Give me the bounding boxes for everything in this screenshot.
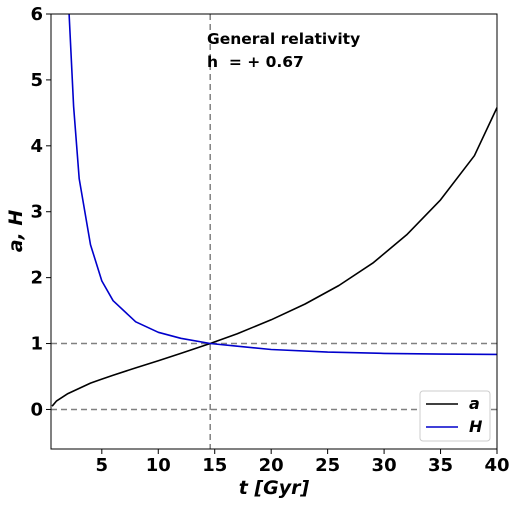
y-axis: 0 1 2 3 4 5 6 (30, 4, 51, 420)
annotation-title: General relativity (207, 30, 360, 48)
y-tick-label: 0 (30, 399, 43, 420)
y-tick-label: 1 (30, 334, 43, 355)
x-tick-label: 15 (202, 455, 227, 476)
x-tick-label: 35 (428, 455, 453, 476)
x-tick-label: 25 (315, 455, 340, 476)
x-tick-label: 5 (96, 455, 109, 476)
x-axis-title: t [Gyr] (239, 477, 310, 499)
series-line-h (68, 13, 498, 356)
y-axis-title: a, H (5, 210, 27, 253)
y-tick-label: 3 (30, 202, 43, 223)
x-tick-label: 30 (372, 455, 397, 476)
x-tick-label: 10 (146, 455, 171, 476)
y-tick-label: 5 (30, 70, 43, 91)
series-line-a (51, 107, 498, 407)
legend-label-a: a (469, 394, 480, 413)
y-tick-label: 4 (30, 136, 43, 157)
plot-frame (50, 13, 498, 450)
x-tick-label: 40 (484, 455, 509, 476)
series-layer (51, 13, 498, 407)
legend-label-h: H (469, 417, 483, 436)
y-tick-label: 6 (30, 4, 43, 25)
y-tick-label: 2 (30, 268, 43, 289)
annotation-h-value: h = + 0.67 (207, 53, 304, 71)
x-axis: 5 10 15 20 25 30 35 40 (96, 449, 510, 476)
plot-background (51, 14, 497, 449)
legend: a H (419, 390, 491, 442)
x-tick-label: 20 (259, 455, 284, 476)
